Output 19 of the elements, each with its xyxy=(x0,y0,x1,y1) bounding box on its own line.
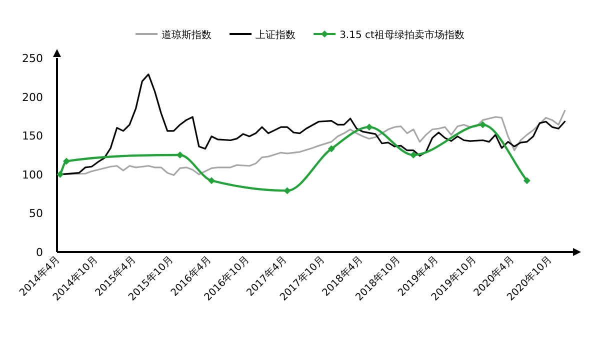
point xyxy=(62,158,70,165)
y-tick-label: 250 xyxy=(22,52,43,65)
point xyxy=(479,121,486,128)
point xyxy=(176,152,184,158)
point xyxy=(208,177,216,184)
point xyxy=(328,145,335,152)
legend-label: 道琼斯指数 xyxy=(162,29,212,41)
y-tick-label: 100 xyxy=(22,168,43,182)
y-tick-label: 0 xyxy=(36,246,43,259)
point xyxy=(284,187,291,194)
point xyxy=(366,124,373,131)
point xyxy=(56,170,64,178)
y-tick-label: 150 xyxy=(22,130,43,143)
point xyxy=(523,177,530,184)
legend-label: 3.15 ct祖母绿拍卖市场指数 xyxy=(340,29,464,41)
legend-label: 上证指数 xyxy=(256,29,296,41)
point xyxy=(410,152,417,158)
y-tick-label: 50 xyxy=(29,207,43,220)
y-tick-label: 200 xyxy=(22,90,43,104)
